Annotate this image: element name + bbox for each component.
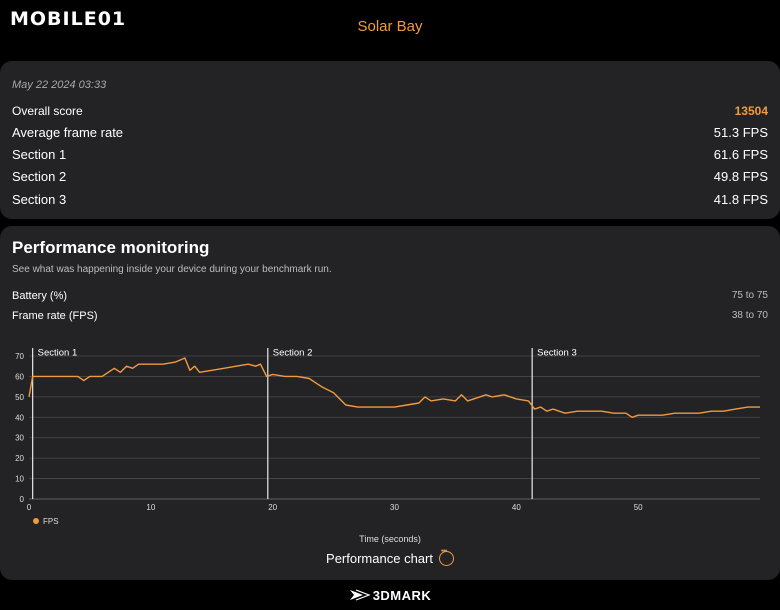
result-label: Section 2 bbox=[12, 169, 67, 184]
section-3-row: Section 3 41.8 FPS bbox=[12, 192, 768, 207]
result-value: 61.6 FPS bbox=[713, 147, 768, 162]
results-summary-card: May 22 2024 03:33 Overall score 13504 Av… bbox=[0, 61, 780, 219]
x-tick-label: 10 bbox=[146, 503, 155, 512]
y-tick-label: 20 bbox=[15, 454, 24, 463]
section-2-row: Section 2 49.8 FPS bbox=[12, 169, 768, 184]
brand-text: 3DMARK bbox=[372, 588, 432, 603]
metric-label: Frame rate (FPS) bbox=[12, 310, 98, 322]
y-tick-label: 0 bbox=[20, 495, 25, 504]
fps-series-line bbox=[28, 357, 760, 418]
section-marker-label: Section 3 bbox=[537, 348, 577, 359]
y-tick-label: 60 bbox=[15, 372, 24, 381]
section-marker-label: Section 2 bbox=[273, 348, 313, 359]
metric-battery: Battery (%) 75 to 75 bbox=[12, 290, 768, 302]
average-frame-rate-row: Average frame rate 51.3 FPS bbox=[12, 125, 768, 140]
performance-chart-label: Performance chart bbox=[326, 551, 433, 566]
x-tick-label: 40 bbox=[512, 503, 521, 512]
y-tick-label: 30 bbox=[15, 434, 24, 443]
x-tick-label: 50 bbox=[634, 503, 643, 512]
y-tick-label: 70 bbox=[15, 352, 24, 361]
run-timestamp: May 22 2024 03:33 bbox=[12, 79, 107, 91]
section-description: See what was happening inside your devic… bbox=[12, 264, 332, 275]
y-tick-label: 40 bbox=[15, 413, 24, 422]
overall-score-row: Overall score 13504 bbox=[12, 104, 768, 118]
x-axis-title: Time (seconds) bbox=[359, 534, 421, 544]
result-value: 49.8 FPS bbox=[713, 169, 768, 184]
result-value: 41.8 FPS bbox=[713, 192, 768, 207]
performance-chart-button[interactable]: Performance chart bbox=[0, 548, 780, 566]
overall-score-label: Overall score bbox=[12, 104, 83, 118]
result-label: Section 1 bbox=[12, 147, 67, 162]
section-1-row: Section 1 61.6 FPS bbox=[12, 147, 768, 162]
3dmark-logo: 3DMARK bbox=[0, 587, 780, 603]
x-tick-label: 20 bbox=[268, 503, 277, 512]
x-tick-label: 30 bbox=[390, 503, 399, 512]
3dmark-mark-icon bbox=[349, 589, 371, 601]
performance-monitoring-card: Performance monitoring See what was happ… bbox=[0, 226, 780, 580]
fps-line-chart[interactable]: Section 1 Section 2 Section 3 0 10 20 30 40 50 6… bbox=[0, 336, 780, 548]
metric-range: 38 to 70 bbox=[731, 310, 768, 321]
y-tick-label: 50 bbox=[15, 393, 24, 402]
legend-fps-marker bbox=[33, 518, 39, 524]
section-marker-label: Section 1 bbox=[38, 348, 78, 359]
legend-fps-label: FPS bbox=[43, 517, 59, 526]
section-heading: Performance monitoring bbox=[12, 238, 210, 257]
metric-frame-rate: Frame rate (FPS) 38 to 70 bbox=[12, 310, 768, 322]
x-tick-label: 0 bbox=[27, 503, 32, 512]
overall-score-value: 13504 bbox=[734, 104, 768, 118]
mobile01-logo: MOBILE01 bbox=[10, 8, 127, 30]
result-label: Section 3 bbox=[12, 192, 67, 207]
y-tick-label: 10 bbox=[15, 475, 24, 484]
result-label: Average frame rate bbox=[12, 125, 124, 140]
metric-range: 75 to 75 bbox=[731, 290, 768, 301]
more-options-icon bbox=[438, 548, 454, 566]
result-value: 51.3 FPS bbox=[713, 125, 768, 140]
metric-label: Battery (%) bbox=[12, 290, 68, 302]
page-title: Solar Bay bbox=[357, 18, 423, 35]
